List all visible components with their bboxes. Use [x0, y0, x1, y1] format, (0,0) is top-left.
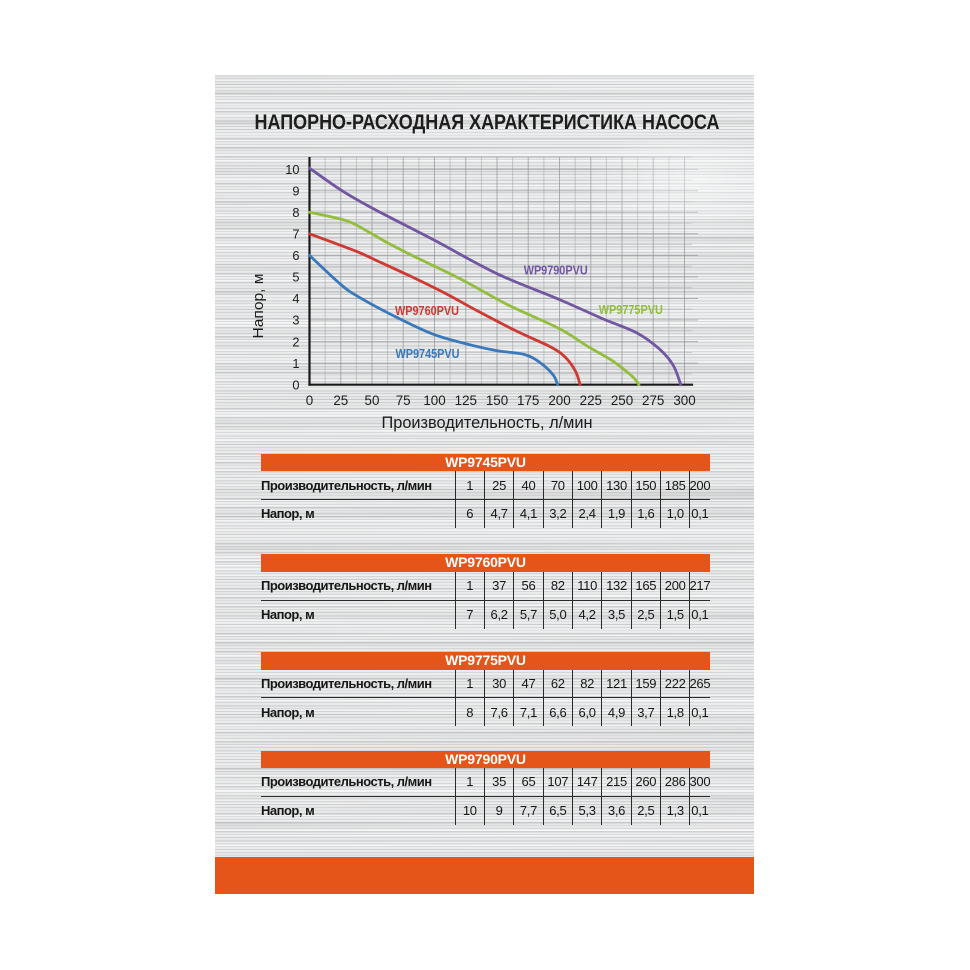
svg-text:175: 175: [517, 393, 539, 408]
svg-text:100: 100: [423, 393, 445, 408]
svg-text:225: 225: [580, 393, 602, 408]
svg-text:Производительность, л/мин: Производительность, л/мин: [382, 414, 593, 432]
svg-text:1: 1: [292, 356, 299, 371]
svg-text:275: 275: [642, 393, 664, 408]
svg-text:50: 50: [365, 393, 380, 408]
svg-text:7: 7: [292, 227, 299, 242]
svg-text:WP9745PVU: WP9745PVU: [396, 346, 460, 361]
svg-text:0: 0: [306, 393, 313, 408]
svg-text:200: 200: [548, 393, 570, 408]
svg-text:2: 2: [292, 334, 299, 349]
svg-text:25: 25: [333, 393, 348, 408]
svg-text:8: 8: [292, 205, 299, 220]
svg-text:300: 300: [673, 393, 695, 408]
svg-text:150: 150: [486, 393, 508, 408]
svg-text:10: 10: [285, 162, 299, 177]
svg-text:Напор, м: Напор, м: [250, 274, 267, 339]
svg-text:3: 3: [292, 313, 299, 328]
svg-text:4: 4: [292, 291, 299, 306]
svg-text:5: 5: [292, 270, 299, 285]
svg-text:НАПОРНО-РАСХОДНАЯ ХАРАКТЕРИСТИ: НАПОРНО-РАСХОДНАЯ ХАРАКТЕРИСТИКА НАСОСА: [255, 110, 720, 134]
svg-text:250: 250: [611, 393, 633, 408]
svg-text:75: 75: [396, 393, 411, 408]
svg-text:WP9775PVU: WP9775PVU: [599, 302, 663, 317]
svg-text:9: 9: [292, 183, 299, 198]
svg-text:WP9760PVU: WP9760PVU: [395, 303, 459, 318]
svg-text:0: 0: [292, 377, 299, 392]
svg-text:125: 125: [455, 393, 477, 408]
svg-text:6: 6: [292, 248, 299, 263]
